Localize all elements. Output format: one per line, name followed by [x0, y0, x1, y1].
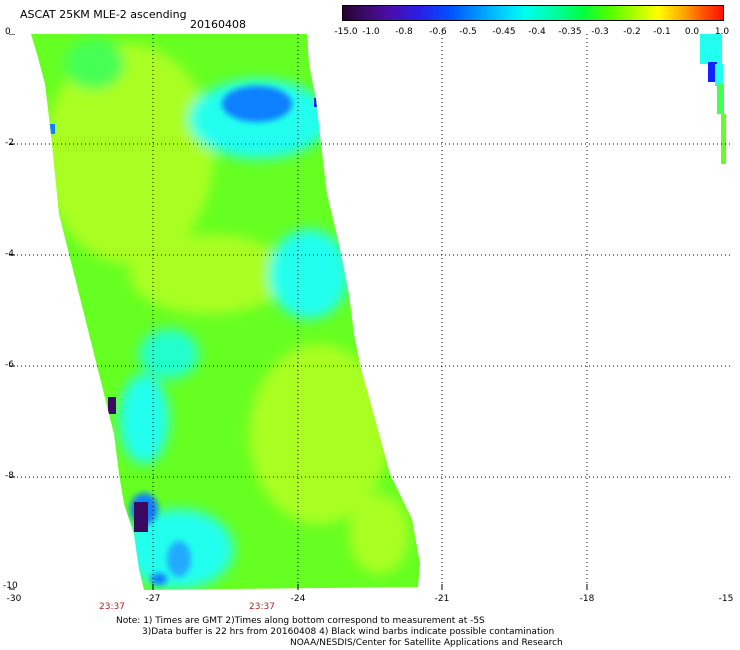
swath-light-patch	[249, 344, 389, 524]
colorbar-label: -0.6	[429, 27, 447, 37]
swath-dark-cell	[108, 397, 116, 414]
lat-label: -2	[5, 138, 14, 148]
wind-map	[9, 34, 731, 590]
swath-blue-cell	[47, 124, 55, 134]
footnote-line-3: NOAA/NESDIS/Center for Satellite Applica…	[290, 638, 563, 648]
edge-blue	[708, 62, 717, 82]
swath-light-patch	[44, 44, 214, 264]
lat-label: -8	[5, 471, 14, 481]
map-title: ASCAT 25KM MLE-2 ascending	[20, 8, 187, 21]
swath-cyan-patch	[269, 229, 349, 319]
lat-label: -6	[5, 360, 14, 370]
colorbar	[342, 5, 724, 21]
scatterometer-swath	[31, 34, 420, 590]
colorbar-label: -0.1	[653, 27, 671, 37]
edge-green	[717, 84, 724, 114]
colorbar-label: -0.8	[395, 27, 413, 37]
axis-ticks	[9, 34, 588, 590]
swath-blue-cell	[314, 98, 323, 107]
lon-label: -24	[290, 594, 306, 604]
map-date: 20160408	[190, 18, 246, 31]
lon-label: -30	[6, 594, 22, 604]
lat-label: -10	[3, 581, 18, 591]
lon-label: -18	[579, 594, 595, 604]
colorbar-label: -0.2	[623, 27, 641, 37]
swath-cyan-patch	[139, 329, 199, 379]
swath-green-patch	[64, 39, 124, 89]
lon-label: -15	[718, 594, 734, 604]
swath-blue-patch	[167, 541, 191, 577]
colorbar-label: -1.0	[362, 27, 380, 37]
edge-green	[721, 114, 726, 164]
swath-cyan-patch	[119, 374, 169, 464]
colorbar-label: -0.4	[528, 27, 546, 37]
colorbar-label: -0.3	[591, 27, 609, 37]
lon-label: -27	[145, 594, 161, 604]
swath-blue-patch	[151, 573, 167, 585]
colorbar-label: -15.0	[334, 27, 358, 37]
lat-label: 0	[5, 27, 11, 37]
time-label: 23:37	[99, 602, 125, 612]
time-label: 23:37	[249, 602, 275, 612]
swath-edge-fragment	[700, 34, 726, 164]
swath-blue-patch	[222, 86, 292, 122]
swath-light-patch	[129, 234, 289, 314]
edge-cyan	[715, 64, 723, 86]
footnote-line-2: 3)Data buffer is 22 hrs from 20160408 4)…	[142, 627, 555, 637]
colorbar-label: -0.5	[459, 27, 477, 37]
grid-lines	[9, 34, 731, 590]
colorbar-label: -0.45	[492, 27, 516, 37]
swath-dark-cell	[134, 502, 148, 532]
footnote-line-1: Note: 1) Times are GMT 2)Times along bot…	[116, 616, 485, 626]
lat-label: -4	[5, 249, 14, 259]
colorbar-label: 1.0	[714, 27, 730, 37]
edge-cyan	[700, 34, 722, 64]
colorbar-label: 0.0	[684, 27, 700, 37]
colorbar-label: -0.35	[558, 27, 582, 37]
swath-light-patch	[349, 494, 409, 574]
lon-label: -21	[434, 594, 450, 604]
